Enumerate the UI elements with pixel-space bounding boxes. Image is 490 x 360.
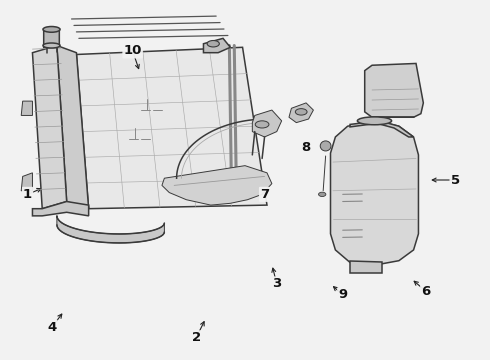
- Polygon shape: [289, 103, 314, 123]
- Text: 5: 5: [450, 174, 460, 186]
- Polygon shape: [365, 63, 423, 117]
- Polygon shape: [32, 45, 67, 209]
- Polygon shape: [32, 202, 89, 216]
- Text: 4: 4: [48, 320, 57, 333]
- Polygon shape: [44, 30, 59, 47]
- Text: 7: 7: [260, 188, 269, 201]
- Polygon shape: [203, 39, 230, 53]
- Ellipse shape: [318, 192, 326, 197]
- Ellipse shape: [255, 121, 269, 128]
- Polygon shape: [21, 101, 32, 116]
- Polygon shape: [57, 45, 89, 209]
- Ellipse shape: [43, 27, 60, 32]
- Text: 9: 9: [338, 288, 347, 301]
- Ellipse shape: [207, 41, 220, 47]
- Ellipse shape: [357, 117, 392, 125]
- Text: 1: 1: [23, 188, 32, 201]
- Polygon shape: [76, 47, 267, 209]
- Polygon shape: [331, 121, 418, 264]
- Ellipse shape: [295, 109, 307, 115]
- Polygon shape: [162, 166, 272, 205]
- Ellipse shape: [43, 43, 60, 48]
- Text: 2: 2: [192, 331, 201, 344]
- Polygon shape: [350, 261, 382, 273]
- Ellipse shape: [320, 141, 331, 151]
- Polygon shape: [21, 173, 32, 191]
- Polygon shape: [350, 121, 414, 137]
- Polygon shape: [57, 216, 164, 243]
- Text: 6: 6: [421, 285, 430, 298]
- Text: 10: 10: [123, 44, 142, 57]
- Text: 8: 8: [301, 141, 311, 154]
- Polygon shape: [252, 110, 282, 137]
- Text: 3: 3: [272, 278, 281, 291]
